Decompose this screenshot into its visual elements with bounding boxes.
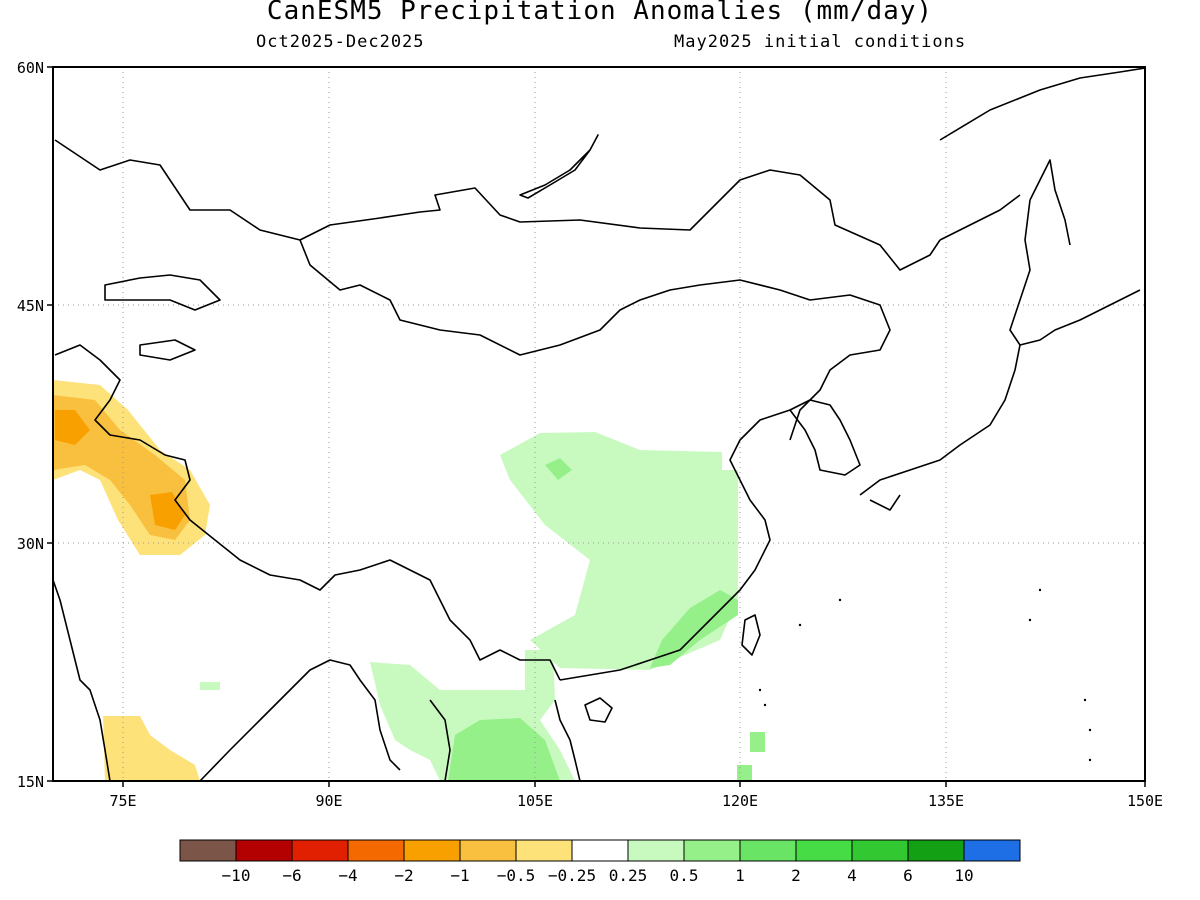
latitude-labels: 60N 45N 30N 15N: [17, 59, 44, 791]
colorbar-label: 10: [954, 866, 973, 885]
colorbar: −10 −6 −4 −2 −1 −0.5 −0.25 0.25 0.5 1 2 4 6 10: [179, 839, 1021, 885]
colorbar-swatch: [235, 839, 293, 862]
forecast-period: Oct2025-Dec2025: [256, 32, 425, 52]
colorbar-label: 0.25: [609, 866, 648, 885]
lon-label: 75E: [109, 792, 136, 810]
colorbar-swatch: [459, 839, 517, 862]
initial-conditions: May2025 initial conditions: [674, 32, 967, 52]
colorbar-label: −10: [222, 866, 251, 885]
lon-label: 150E: [1127, 792, 1163, 810]
lat-label: 60N: [17, 59, 44, 77]
colorbar-swatch: [291, 839, 349, 862]
coastlines: [53, 67, 1145, 781]
colorbar-swatch: [179, 839, 237, 862]
colorbar-swatch: [347, 839, 405, 862]
wet-anomaly-philippines: [750, 732, 765, 752]
colorbar-label: 0.5: [670, 866, 699, 885]
lon-label: 120E: [722, 792, 758, 810]
anomaly-shading: [53, 67, 1145, 781]
lon-label: 135E: [928, 792, 964, 810]
wet-anomaly-indochina-core: [448, 718, 560, 781]
colorbar-label: −4: [338, 866, 357, 885]
colorbar-label: 4: [847, 866, 857, 885]
wet-anomaly-small: [200, 682, 220, 690]
wet-anomaly-philippines-2: [737, 765, 752, 781]
colorbar-label: −0.5: [497, 866, 536, 885]
map-frame: [52, 66, 1146, 782]
lon-label: 105E: [517, 792, 553, 810]
dry-anomaly-india: [103, 716, 200, 781]
axis-ticks: [47, 66, 1146, 787]
gridlines: [53, 67, 1145, 781]
colorbar-label: 2: [791, 866, 801, 885]
colorbar-label: 6: [903, 866, 913, 885]
dry-anomaly-west-max: [55, 410, 90, 445]
colorbar-label: −2: [394, 866, 413, 885]
colorbar-label: −6: [282, 866, 301, 885]
colorbar-label: −1: [450, 866, 469, 885]
colorbar-swatch: [403, 839, 461, 862]
colorbar-swatch: [907, 839, 965, 862]
colorbar-swatch: [795, 839, 853, 862]
lat-label: 45N: [17, 297, 44, 315]
wet-anomaly-china: [500, 432, 738, 670]
colorbar-swatch: [515, 839, 573, 862]
longitude-labels: 75E 90E 105E 120E 135E 150E: [109, 792, 1163, 810]
island-dots: [758, 588, 1092, 762]
lon-label: 90E: [315, 792, 342, 810]
colorbar-label: −0.25: [548, 866, 596, 885]
colorbar-swatch: [571, 839, 629, 862]
lat-label: 15N: [17, 773, 44, 791]
colorbar-swatch: [739, 839, 797, 862]
colorbar-label: 1: [735, 866, 745, 885]
map-title: CanESM5 Precipitation Anomalies (mm/day): [266, 0, 934, 26]
lat-label: 30N: [17, 535, 44, 553]
colorbar-swatch: [851, 839, 909, 862]
wet-anomaly-china-core: [545, 458, 572, 480]
wet-anomaly-southeast: [650, 590, 738, 668]
colorbar-swatch: [683, 839, 741, 862]
colorbar-swatch: [963, 839, 1021, 862]
colorbar-swatch: [627, 839, 685, 862]
